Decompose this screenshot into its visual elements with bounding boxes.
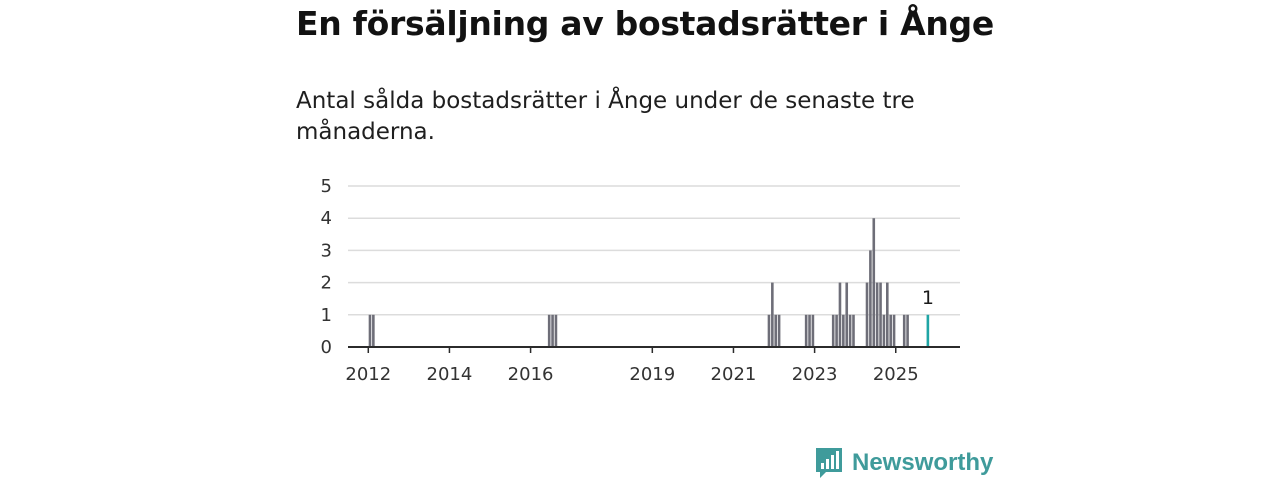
y-tick-label: 1 <box>321 305 332 326</box>
bar <box>808 314 811 347</box>
x-tick-label: 2023 <box>792 364 838 385</box>
bar <box>551 314 554 347</box>
bar <box>804 314 808 347</box>
bar <box>872 218 876 347</box>
bar <box>879 282 882 347</box>
y-tick-label: 0 <box>321 337 332 358</box>
bars <box>368 218 930 347</box>
bar <box>906 314 909 347</box>
x-tick-label: 2012 <box>345 364 391 385</box>
x-tick-label: 2019 <box>629 364 675 385</box>
bar <box>767 314 771 347</box>
brand-name: Newsworthy <box>852 449 994 476</box>
bar <box>869 250 872 347</box>
y-tick-label: 5 <box>321 176 332 197</box>
x-tick-label: 2016 <box>508 364 554 385</box>
bar <box>848 314 852 347</box>
y-tick-label: 3 <box>321 240 332 261</box>
bar <box>892 314 896 347</box>
y-axis-ticks: 0 1 2 3 4 5 <box>321 176 332 358</box>
grid-lines <box>348 185 960 316</box>
bar <box>771 282 774 347</box>
highlight-bar <box>926 314 930 347</box>
y-tick-label: 4 <box>321 208 332 229</box>
y-tick-label: 2 <box>321 273 332 294</box>
bar <box>882 314 886 347</box>
bar <box>838 282 842 347</box>
bar <box>368 314 372 347</box>
bar <box>845 282 849 347</box>
bar <box>865 282 869 347</box>
chart-subtitle: Antal sålda bostadsrätter i Ånge under d… <box>296 88 915 145</box>
bar <box>875 282 879 347</box>
data-label: 1 <box>922 287 934 309</box>
bar-chart-logo-icon <box>816 448 842 478</box>
x-axis-ticks: 2012 2014 2016 2019 2021 2023 2025 <box>345 347 919 385</box>
bar <box>372 314 375 347</box>
bar-chart: 0 1 2 3 4 5 2012 2014 2016 2019 2021 2023 2025 1 <box>321 176 960 385</box>
newsworthy-logo: Newsworthy <box>814 446 993 480</box>
bar <box>852 314 855 347</box>
bar <box>831 314 835 347</box>
x-tick-label: 2025 <box>873 364 919 385</box>
bar <box>554 314 558 347</box>
x-tick-label: 2014 <box>427 364 473 385</box>
bar <box>547 314 551 347</box>
chart-title: En försäljning av bostadsrätter i Ånge <box>296 4 994 43</box>
data-labels: 1 <box>922 287 934 309</box>
bar <box>835 314 838 347</box>
bar <box>842 314 845 347</box>
bar <box>902 314 906 347</box>
bar <box>777 314 781 347</box>
bar <box>886 282 889 347</box>
x-tick-label: 2021 <box>711 364 757 385</box>
bar <box>889 314 892 347</box>
bar <box>811 314 815 347</box>
bar <box>774 314 778 347</box>
